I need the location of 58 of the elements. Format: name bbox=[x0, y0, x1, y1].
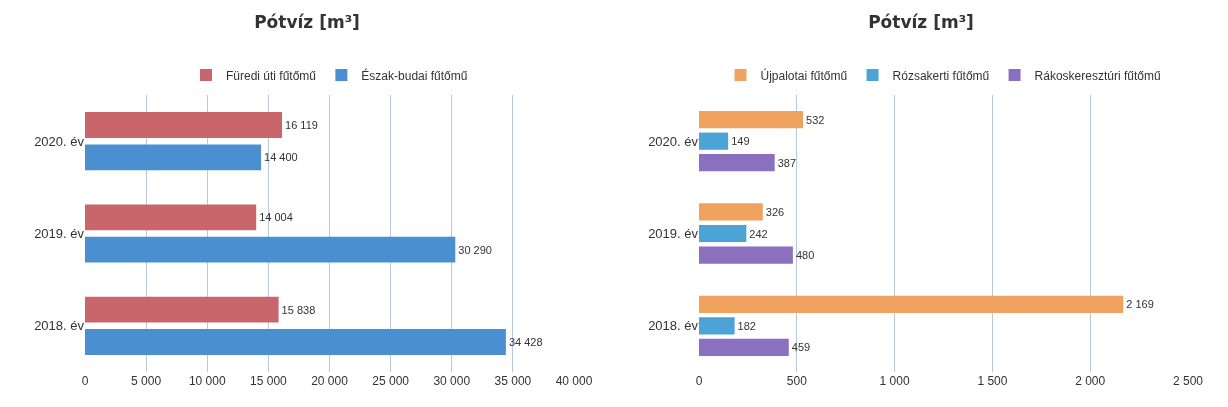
data-label: 326 bbox=[765, 205, 785, 218]
bar bbox=[699, 338, 789, 356]
data-label: 15 838 bbox=[281, 303, 316, 316]
y-tick-label: 2019. év bbox=[648, 226, 699, 242]
x-tick-label: 1 500 bbox=[977, 374, 1008, 388]
data-label: 182 bbox=[737, 319, 756, 332]
legend-label: Rózsakerti fűtőmű bbox=[892, 68, 990, 83]
x-tick-label: 1 000 bbox=[879, 374, 910, 388]
x-tick-label: 0 bbox=[695, 374, 703, 388]
bar bbox=[699, 317, 735, 335]
x-tick-label: 2 500 bbox=[1172, 374, 1204, 388]
data-label: 30 290 bbox=[458, 243, 492, 256]
legend-label: Észak-budai fűtőmű bbox=[361, 67, 468, 83]
data-label: 149 bbox=[731, 135, 750, 148]
x-tick-label: 40 000 bbox=[555, 374, 593, 388]
y-tick-label: 2019. év bbox=[34, 226, 85, 242]
x-tick-label: 2 000 bbox=[1075, 374, 1106, 388]
data-label: 242 bbox=[749, 227, 768, 240]
data-label: 532 bbox=[806, 113, 825, 126]
legend-label: Füredi úti fűtőmű bbox=[226, 68, 317, 83]
bar bbox=[699, 295, 1124, 313]
y-tick-label: 2018. év bbox=[34, 318, 85, 334]
legend-label: Rákoskeresztúri fűtőmű bbox=[1034, 68, 1161, 83]
bar bbox=[85, 144, 262, 171]
x-tick-label: 35 000 bbox=[494, 374, 532, 388]
bar bbox=[699, 111, 804, 129]
x-tick-label: 10 000 bbox=[188, 374, 226, 388]
x-tick-label: 20 000 bbox=[311, 374, 349, 388]
data-label: 480 bbox=[795, 249, 815, 262]
bar bbox=[85, 329, 506, 355]
y-tick-label: 2020. év bbox=[648, 133, 699, 149]
x-tick-label: 5 000 bbox=[131, 374, 162, 388]
data-label: 459 bbox=[791, 341, 811, 354]
y-tick-label: 2020. év bbox=[34, 133, 85, 149]
x-tick-label: 25 000 bbox=[372, 374, 410, 388]
bar bbox=[699, 224, 747, 243]
legend-label: Újpalotai fűtőmű bbox=[760, 67, 848, 83]
x-tick-label: 500 bbox=[786, 374, 808, 388]
x-tick-label: 0 bbox=[81, 374, 89, 388]
bar bbox=[85, 296, 279, 323]
data-label: 34 428 bbox=[508, 335, 543, 348]
bar bbox=[85, 204, 257, 231]
bar bbox=[699, 246, 793, 264]
data-label: 14 400 bbox=[264, 151, 298, 164]
data-label: 387 bbox=[777, 156, 797, 169]
x-tick-label: 15 000 bbox=[250, 374, 288, 388]
bar bbox=[85, 236, 456, 263]
data-label: 16 119 bbox=[285, 119, 318, 132]
x-tick-label: 30 000 bbox=[433, 374, 471, 388]
bar bbox=[699, 203, 763, 221]
bar bbox=[699, 132, 729, 150]
data-label: 2 169 bbox=[1126, 298, 1154, 311]
y-tick-label: 2018. év bbox=[648, 318, 699, 334]
bar bbox=[85, 112, 283, 138]
chart-title: Pótvíz [m³] bbox=[254, 12, 360, 33]
bar bbox=[699, 154, 775, 172]
chart-title: Pótvíz [m³] bbox=[868, 12, 974, 33]
data-label: 14 004 bbox=[259, 211, 293, 224]
